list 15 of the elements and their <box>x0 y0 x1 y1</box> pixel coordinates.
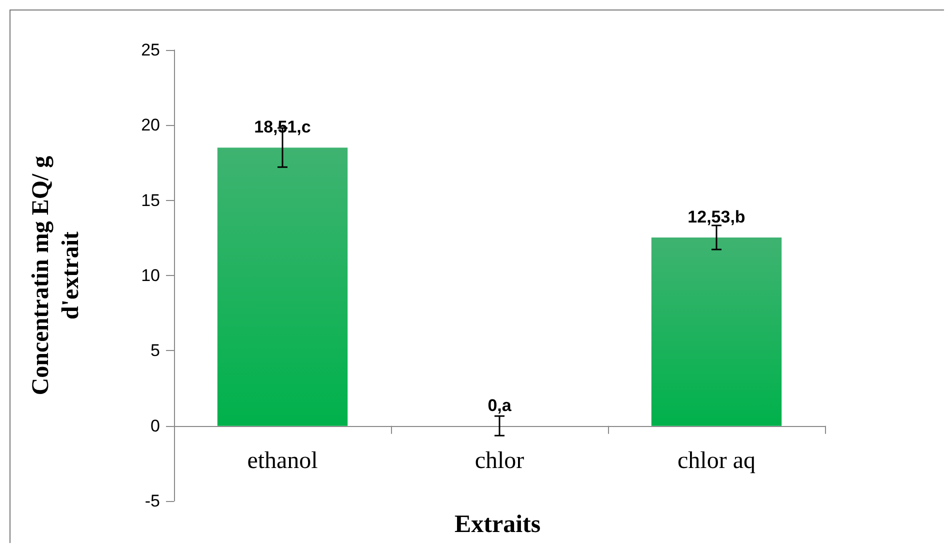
x-tick-label: chlor aq <box>678 448 756 474</box>
data-label: 18,51,c <box>254 118 311 137</box>
y-tick-label: 15 <box>141 190 160 210</box>
y-tick-label: 20 <box>141 116 160 135</box>
x-tick-label: ethanol <box>247 448 318 474</box>
data-label: 12,53,b <box>688 207 746 226</box>
x-axis-title: Extraits <box>454 511 541 538</box>
y-tick-label: 0 <box>150 416 160 436</box>
y-tick-label: -5 <box>144 492 160 510</box>
x-tick-label: chlor <box>474 448 524 474</box>
y-tick-label: 10 <box>141 266 160 285</box>
y-axis-title: Concentratin mg EQ/ g d'extrait <box>28 156 84 396</box>
y-tick-label: 25 <box>141 40 160 60</box>
data-label: 0,a <box>488 396 512 415</box>
y-tick-label: 5 <box>150 341 160 360</box>
